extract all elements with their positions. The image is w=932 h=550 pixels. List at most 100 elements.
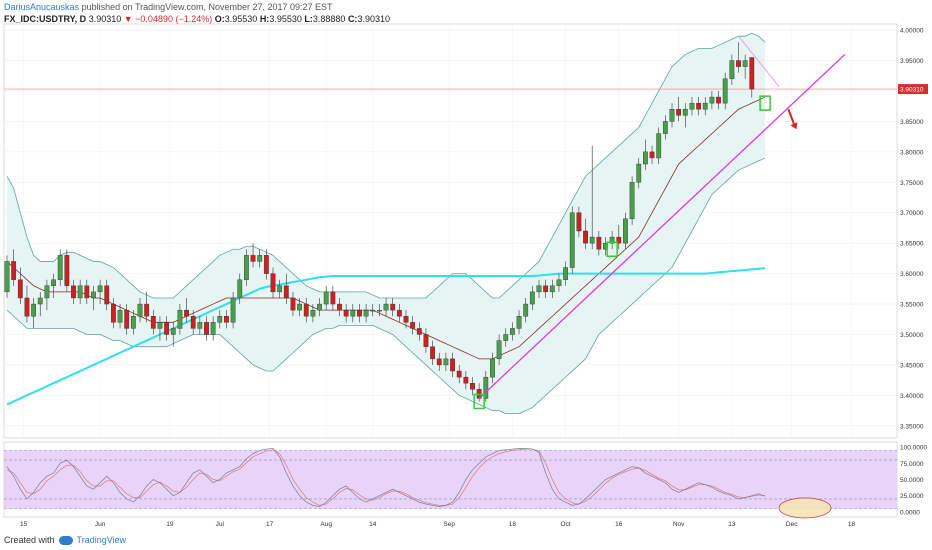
candle-body <box>483 376 489 399</box>
oscillator-y-tick-label: 25.0000 <box>900 493 924 500</box>
tradingview-brand[interactable]: TradingView <box>76 535 127 545</box>
candle-body <box>24 297 30 317</box>
candle-body <box>64 255 70 286</box>
candle-body <box>17 279 23 299</box>
candle-body <box>629 182 635 220</box>
candle-body <box>190 316 196 329</box>
y-tick-label: 3.55000 <box>900 302 924 309</box>
candle-body <box>303 303 309 317</box>
high-value: 3.95530 <box>269 14 302 24</box>
price-chart[interactable]: 4.000003.950003.900003.850003.800003.750… <box>0 0 932 532</box>
candle-body <box>430 346 435 360</box>
candle-body <box>669 109 675 122</box>
candle-body <box>217 316 223 323</box>
oscillator-y-tick-label: 0.0000 <box>900 509 920 516</box>
tradingview-logo-icon[interactable] <box>58 535 73 545</box>
y-tick-label: 4.00000 <box>900 28 924 35</box>
candle-body <box>164 322 169 335</box>
candle-body <box>396 309 402 317</box>
candle-body <box>84 285 90 299</box>
candle-body <box>137 303 143 317</box>
candle-body <box>736 60 741 67</box>
candle-body <box>490 358 495 378</box>
candle-body <box>224 316 229 323</box>
candle-body <box>729 60 735 79</box>
candle-body <box>144 303 150 317</box>
candle-body <box>297 303 302 311</box>
oscillator-y-tick-label: 75.0000 <box>900 461 924 468</box>
candle-body <box>370 309 376 312</box>
candle-body <box>263 255 269 274</box>
oscillator-y-tick-label: 100.0000 <box>900 445 927 452</box>
candle-body <box>529 291 535 305</box>
x-tick-label: Oct <box>561 521 571 528</box>
candle-body <box>377 309 382 312</box>
candle-body <box>150 316 156 329</box>
highlight-box <box>759 95 771 111</box>
author-link[interactable]: DariusAnucauskas <box>4 2 80 12</box>
candle-body <box>130 316 136 329</box>
close-value: 3.90310 <box>357 14 390 24</box>
x-tick-label: Jun <box>95 521 106 528</box>
candle-body <box>317 303 322 311</box>
candle-body <box>91 291 96 299</box>
candle-body <box>243 255 249 280</box>
price-change: ▼ −0.04890 (−1.24%) <box>123 14 213 24</box>
trendline <box>478 53 846 399</box>
candle-body <box>576 212 582 232</box>
candle-body <box>157 322 163 329</box>
candle-body <box>363 309 369 317</box>
candle-body <box>563 267 569 280</box>
candle-body <box>230 297 236 323</box>
x-tick-label: 19 <box>166 521 174 528</box>
candle-body <box>124 309 130 329</box>
candle-body <box>623 218 628 244</box>
x-tick-label: 18 <box>848 521 856 528</box>
x-tick-label: 13 <box>728 521 736 528</box>
candle-body <box>283 285 289 299</box>
publish-info: DariusAnucauskas published on TradingVie… <box>4 2 333 12</box>
candle-body <box>436 358 442 366</box>
candle-body <box>470 383 475 390</box>
open-value: 3.95530 <box>224 14 258 24</box>
candle-body <box>643 151 648 165</box>
candle-body <box>343 309 349 317</box>
candle-body <box>237 279 243 299</box>
x-tick-label: 16 <box>615 521 623 528</box>
candle-body <box>170 328 176 335</box>
candle-body <box>696 102 702 110</box>
candle-body <box>337 303 342 311</box>
x-tick-label: Aug <box>320 521 332 528</box>
candle-body <box>676 109 682 116</box>
footer: Created with TradingView <box>4 535 126 545</box>
candle-body <box>456 370 462 378</box>
candle-body <box>742 60 748 67</box>
candle-body <box>77 285 83 299</box>
last-price-label: 3.90310 <box>900 87 924 94</box>
candle-body <box>403 316 409 323</box>
symbol-label: FX_IDC:USDTRY, D <box>4 14 87 24</box>
oscillator-y-tick-label: 50.0000 <box>900 477 924 484</box>
candle-body <box>277 285 283 293</box>
candle-body <box>44 285 50 299</box>
candle-body <box>549 285 555 293</box>
oversold-ellipse <box>778 497 832 519</box>
y-tick-label: 3.75000 <box>900 180 924 187</box>
candle-body <box>749 57 755 90</box>
high-label: H: <box>259 14 270 24</box>
candle-body <box>71 285 76 299</box>
candle-body <box>4 261 10 293</box>
candle-body <box>110 303 116 323</box>
candle-body <box>330 291 336 305</box>
candle-body <box>689 102 695 110</box>
y-tick-label: 3.50000 <box>900 332 924 339</box>
candle-body <box>350 309 356 317</box>
y-tick-label: 3.65000 <box>900 241 924 248</box>
candle-body <box>37 297 43 305</box>
candle-body <box>702 102 708 110</box>
x-tick-label: 14 <box>369 521 377 528</box>
x-tick-label: Nov <box>673 521 685 528</box>
pennant-line <box>738 35 780 87</box>
candle-body <box>204 322 209 335</box>
candle-body <box>250 255 256 262</box>
